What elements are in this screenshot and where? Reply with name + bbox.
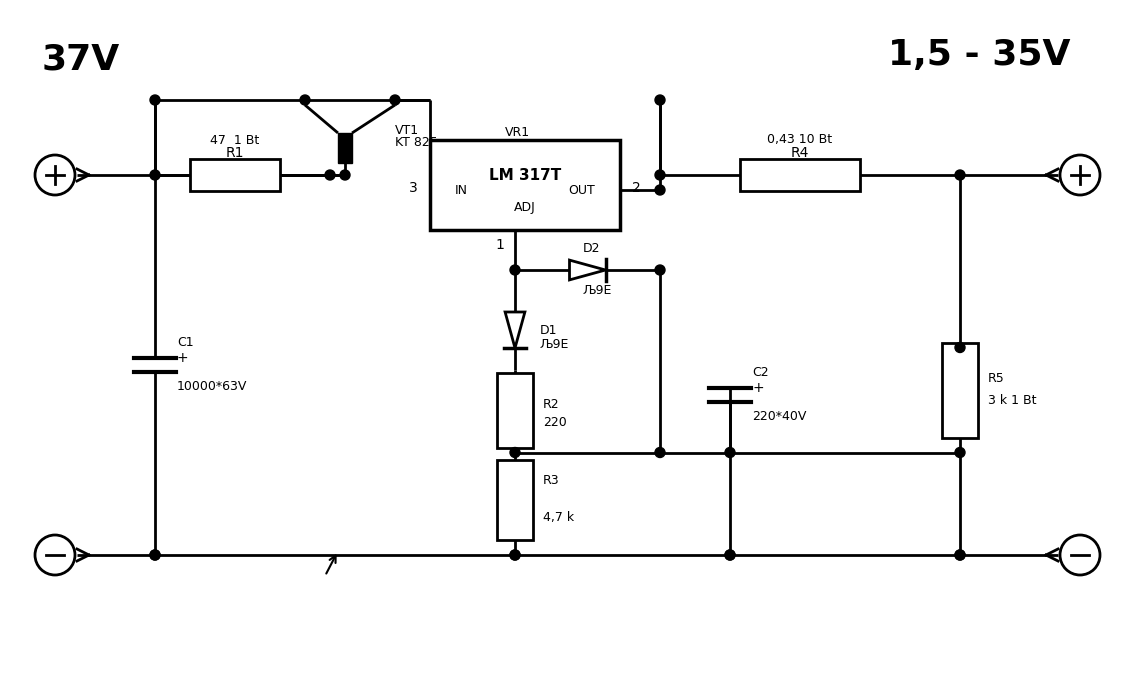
Text: C2: C2	[752, 367, 768, 380]
Text: R3: R3	[543, 473, 560, 486]
Text: R5: R5	[988, 371, 1005, 384]
Bar	[497, 460, 534, 540]
Circle shape	[655, 95, 665, 105]
Circle shape	[35, 535, 76, 575]
Circle shape	[390, 95, 400, 105]
Text: VT1: VT1	[395, 124, 419, 137]
Circle shape	[340, 170, 350, 180]
Circle shape	[725, 550, 735, 560]
Text: 0,43 10 Bt: 0,43 10 Bt	[767, 133, 832, 146]
Text: +: +	[177, 351, 189, 365]
Circle shape	[325, 170, 335, 180]
Text: 2: 2	[632, 181, 641, 195]
Bar	[497, 373, 534, 447]
Circle shape	[655, 170, 665, 180]
Text: Љ9Е: Љ9Е	[540, 339, 569, 352]
Circle shape	[1060, 155, 1100, 195]
Text: Љ9Е: Љ9Е	[583, 283, 611, 296]
Circle shape	[35, 155, 76, 195]
Polygon shape	[505, 312, 524, 348]
Text: 3: 3	[409, 181, 418, 195]
Circle shape	[150, 95, 160, 105]
Text: IN: IN	[455, 183, 468, 196]
Circle shape	[150, 550, 160, 560]
Circle shape	[300, 95, 310, 105]
Text: 4,7 k: 4,7 k	[543, 512, 574, 525]
Text: +: +	[752, 381, 764, 395]
Circle shape	[655, 265, 665, 275]
Text: 3 k 1 Bt: 3 k 1 Bt	[988, 393, 1036, 406]
Bar	[740, 159, 860, 191]
Text: VR1: VR1	[505, 125, 530, 138]
Bar	[431, 140, 619, 230]
Circle shape	[655, 185, 665, 195]
Bar	[942, 343, 978, 438]
Polygon shape	[569, 260, 606, 280]
Text: OUT: OUT	[568, 183, 595, 196]
Circle shape	[510, 265, 520, 275]
Bar	[190, 159, 281, 191]
Text: D2: D2	[583, 241, 600, 254]
Circle shape	[725, 447, 735, 458]
Circle shape	[955, 170, 965, 180]
Circle shape	[510, 550, 520, 560]
Circle shape	[725, 550, 735, 560]
Text: R1: R1	[226, 146, 244, 160]
Circle shape	[955, 343, 965, 352]
Circle shape	[955, 550, 965, 560]
Text: 47  1 Bt: 47 1 Bt	[211, 133, 260, 146]
Circle shape	[955, 447, 965, 458]
Text: 220*40V: 220*40V	[752, 410, 806, 423]
Text: C1: C1	[177, 337, 194, 350]
Text: 10000*63V: 10000*63V	[177, 380, 247, 393]
Circle shape	[510, 550, 520, 560]
Circle shape	[150, 550, 160, 560]
Circle shape	[1060, 535, 1100, 575]
Text: 220: 220	[543, 415, 567, 428]
Circle shape	[655, 447, 665, 458]
Text: LM 317T: LM 317T	[489, 168, 561, 183]
Text: R4: R4	[791, 146, 810, 160]
Text: 37V: 37V	[42, 43, 120, 77]
Text: R2: R2	[543, 399, 560, 412]
Circle shape	[150, 170, 160, 180]
Text: KT 825: KT 825	[395, 137, 437, 150]
Text: D1: D1	[540, 324, 558, 337]
Text: 1,5 - 35V: 1,5 - 35V	[887, 38, 1069, 72]
Circle shape	[510, 447, 520, 458]
Text: ADJ: ADJ	[514, 200, 536, 213]
Circle shape	[955, 550, 965, 560]
Text: 1: 1	[496, 238, 505, 252]
Bar	[338, 133, 352, 163]
